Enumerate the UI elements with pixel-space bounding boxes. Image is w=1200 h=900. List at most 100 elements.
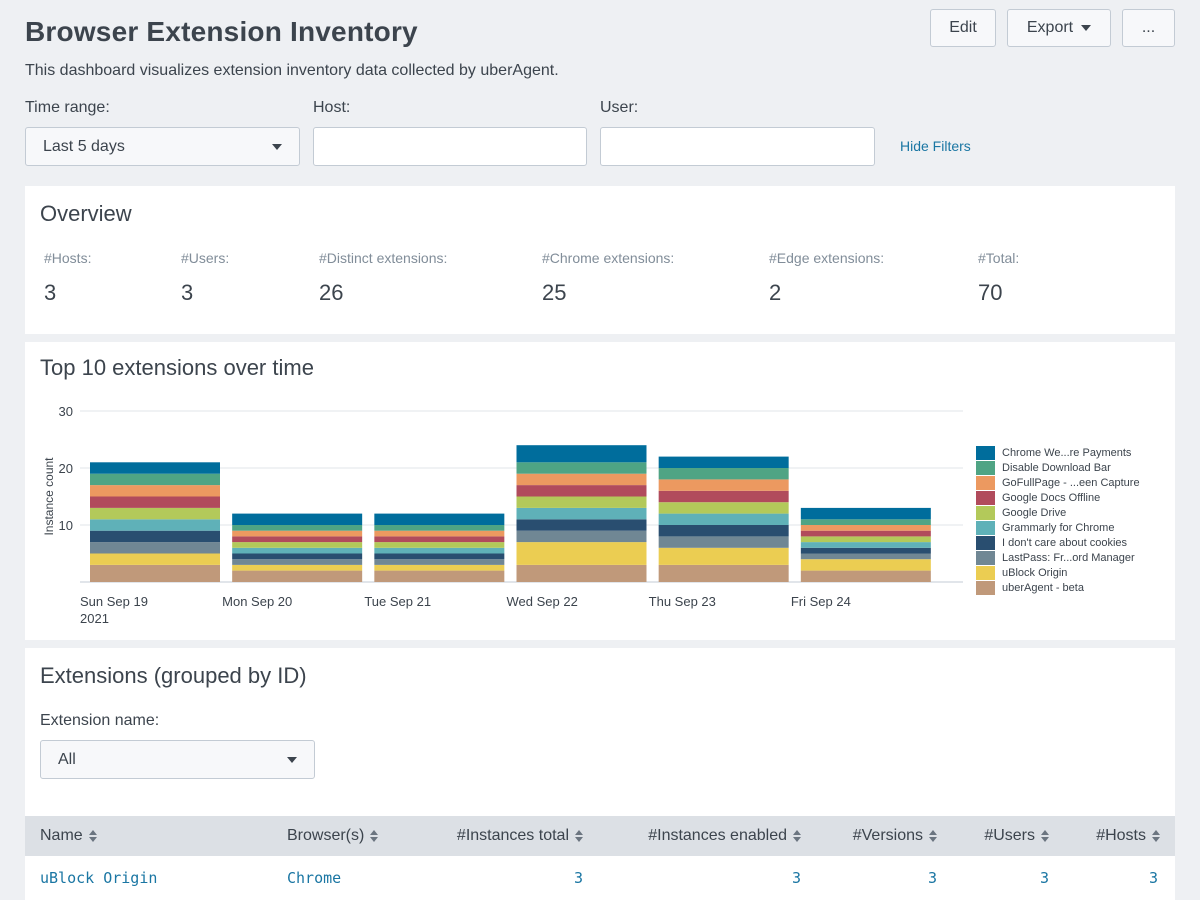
hide-filters-link[interactable]: Hide Filters	[900, 138, 971, 154]
column-header-versions[interactable]: #Versions	[853, 816, 937, 856]
cell-hosts[interactable]: 3	[1148, 869, 1158, 887]
bar-segment[interactable]	[658, 547, 789, 565]
bar-segment[interactable]	[800, 547, 931, 554]
bar-segment[interactable]	[374, 513, 505, 525]
column-header-hosts[interactable]: #Hosts	[1096, 816, 1160, 856]
bar-segment[interactable]	[232, 564, 363, 571]
stat-label: #Edge extensions:	[769, 250, 885, 266]
bar-segment[interactable]	[232, 530, 363, 537]
bar-segment[interactable]	[374, 530, 505, 537]
bar-segment[interactable]	[516, 445, 647, 463]
x-tick-label: Sun Sep 19	[80, 594, 148, 609]
column-header-browsers[interactable]: Browser(s)	[287, 816, 379, 856]
bar-segment[interactable]	[516, 462, 647, 474]
bar-segment[interactable]	[90, 473, 220, 486]
column-header-users[interactable]: #Users	[984, 816, 1049, 856]
legend-item[interactable]: Chrome We...re Payments	[976, 446, 1131, 460]
cell-browsers[interactable]: Chrome	[287, 869, 342, 887]
bar-segment[interactable]	[516, 564, 647, 582]
legend-swatch	[976, 566, 995, 580]
more-actions-button[interactable]: ...	[1122, 9, 1175, 47]
stat-label: #Hosts:	[44, 250, 92, 266]
bar-segment[interactable]	[658, 502, 789, 514]
bar-segment[interactable]	[90, 507, 220, 520]
column-header-name[interactable]: Name	[40, 816, 97, 856]
bar-segment[interactable]	[232, 559, 363, 565]
bar-segment[interactable]	[90, 485, 220, 497]
edit-button[interactable]: Edit	[930, 9, 996, 47]
cell-name[interactable]: uBlock Origin	[40, 869, 158, 887]
bar-segment[interactable]	[800, 542, 931, 548]
bar-segment[interactable]	[800, 525, 931, 531]
legend-item[interactable]: Google Drive	[976, 506, 1066, 520]
bar-segment[interactable]	[232, 570, 363, 582]
bar-segment[interactable]	[90, 542, 220, 554]
bar-segment[interactable]	[658, 479, 789, 491]
time-range-select[interactable]: Last 5 days	[25, 127, 300, 166]
column-header-instances-total[interactable]: #Instances total	[457, 816, 583, 856]
bar-segment[interactable]	[800, 553, 931, 560]
legend-item[interactable]: GoFullPage - ...een Capture	[976, 476, 1140, 490]
bar-segment[interactable]	[232, 553, 363, 560]
bar-segment[interactable]	[516, 542, 647, 565]
bar-segment[interactable]	[658, 564, 789, 582]
bar-segment[interactable]	[516, 496, 647, 508]
bar-segment[interactable]	[374, 570, 505, 582]
legend-item[interactable]: uberAgent - beta	[976, 581, 1084, 595]
bar-segment[interactable]	[90, 564, 220, 582]
bar-segment[interactable]	[800, 507, 931, 520]
extension-name-select[interactable]: All	[40, 740, 315, 779]
stat-value: 70	[978, 280, 1003, 305]
host-input[interactable]	[313, 127, 587, 166]
column-header-instances-enabled[interactable]: #Instances enabled	[648, 816, 801, 856]
legend-item[interactable]: Grammarly for Chrome	[976, 521, 1114, 535]
bar-segment[interactable]	[232, 547, 363, 554]
bar-segment[interactable]	[800, 536, 931, 543]
bar-segment[interactable]	[800, 559, 931, 571]
bar-segment[interactable]	[658, 490, 789, 503]
bar-segment[interactable]	[516, 519, 647, 531]
legend-item[interactable]: I don't care about cookies	[976, 536, 1127, 550]
bar-segment[interactable]	[374, 553, 505, 560]
bar-segment[interactable]	[800, 519, 931, 525]
bar-segment[interactable]	[90, 496, 220, 508]
bar-segment[interactable]	[374, 547, 505, 554]
bar-segment[interactable]	[90, 462, 220, 474]
bar-segment[interactable]	[90, 519, 220, 531]
cell-instances-enabled[interactable]: 3	[791, 869, 801, 887]
legend-item[interactable]: Google Docs Offline	[976, 491, 1100, 505]
bar-segment[interactable]	[516, 485, 647, 497]
bar-segment[interactable]	[658, 456, 789, 468]
bar-segment[interactable]	[658, 468, 789, 480]
legend-item[interactable]: Disable Download Bar	[976, 461, 1111, 475]
cell-versions[interactable]: 3	[927, 869, 937, 887]
bar-segment[interactable]	[232, 525, 363, 531]
bar-segment[interactable]	[232, 542, 363, 548]
cell-instances-total[interactable]: 3	[573, 869, 583, 887]
bar-segment[interactable]	[658, 513, 789, 525]
bar-segment[interactable]	[800, 570, 931, 582]
bar-segment[interactable]	[90, 530, 220, 543]
legend-item[interactable]: LastPass: Fr...ord Manager	[976, 551, 1135, 565]
bar-segment[interactable]	[516, 507, 647, 520]
cell-users[interactable]: 3	[1039, 869, 1049, 887]
bar-segment[interactable]	[516, 473, 647, 486]
stat-label: #Chrome extensions:	[542, 250, 675, 266]
user-label: User:	[600, 99, 639, 116]
bar-segment[interactable]	[232, 536, 363, 543]
bar-segment[interactable]	[374, 559, 505, 565]
bar-segment[interactable]	[374, 525, 505, 531]
bar-segment[interactable]	[516, 530, 647, 543]
bar-segment[interactable]	[374, 542, 505, 548]
bar-segment[interactable]	[658, 536, 789, 548]
export-button[interactable]: Export	[1007, 9, 1111, 47]
bar-segment[interactable]	[658, 525, 789, 537]
legend-label: Disable Download Bar	[1002, 462, 1111, 474]
user-input[interactable]	[600, 127, 875, 166]
bar-segment[interactable]	[374, 536, 505, 543]
bar-segment[interactable]	[374, 564, 505, 571]
bar-segment[interactable]	[232, 513, 363, 525]
legend-item[interactable]: uBlock Origin	[976, 566, 1067, 580]
bar-segment[interactable]	[800, 530, 931, 537]
bar-segment[interactable]	[90, 553, 220, 565]
